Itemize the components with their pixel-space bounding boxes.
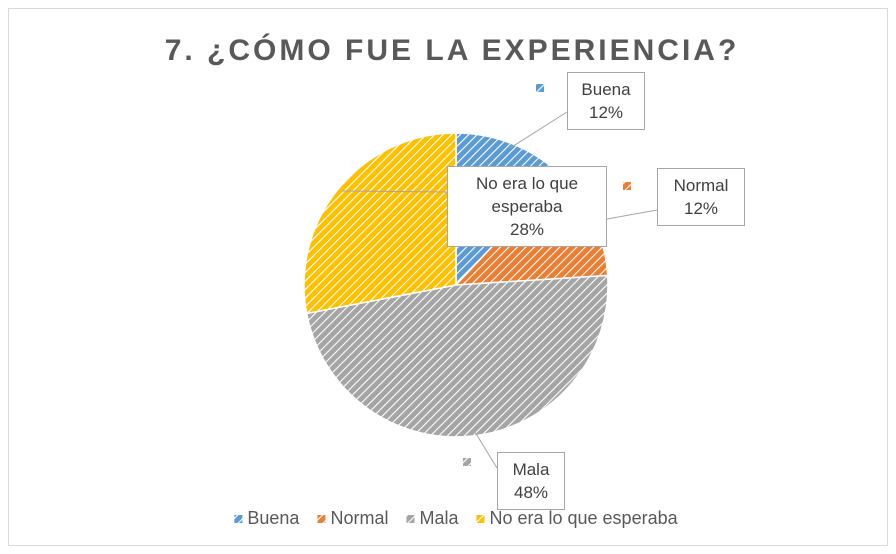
data-label: Mala 48% (497, 452, 565, 510)
legend-key (476, 515, 485, 523)
label-text: 12% (588, 103, 624, 122)
label-text: Buena (581, 80, 631, 99)
label-text: Normal (673, 176, 729, 195)
leader-line (342, 190, 448, 193)
legend-label: Buena (247, 508, 300, 528)
label-text: Mala (512, 460, 550, 479)
legend: Buena Normal Mala No era lo que esperaba (234, 508, 679, 528)
leader-line (474, 431, 498, 469)
legend-key (317, 515, 326, 523)
label-text: No era lo que esperaba (475, 174, 579, 216)
legend-label: Normal (330, 508, 388, 528)
legend-label: Mala (419, 508, 459, 528)
data-label: No era lo que esperaba 28% (447, 166, 607, 247)
leader-line (510, 111, 568, 149)
data-label: Normal 12% (657, 168, 745, 226)
legend-key (234, 515, 243, 523)
label-key (463, 458, 471, 466)
legend-key (406, 515, 415, 523)
chart-title: 7. ¿CÓMO FUE LA EXPERIENCIA? (165, 33, 740, 67)
label-text: 12% (683, 199, 719, 218)
legend-label: No era lo que esperaba (489, 508, 678, 528)
label-text: 28% (509, 220, 545, 239)
data-label: Buena 12% (567, 72, 645, 130)
pie-slice (305, 274, 609, 438)
label-key (536, 84, 544, 92)
pie-slice (303, 132, 457, 315)
label-text: 48% (513, 483, 549, 502)
label-key (623, 182, 631, 190)
